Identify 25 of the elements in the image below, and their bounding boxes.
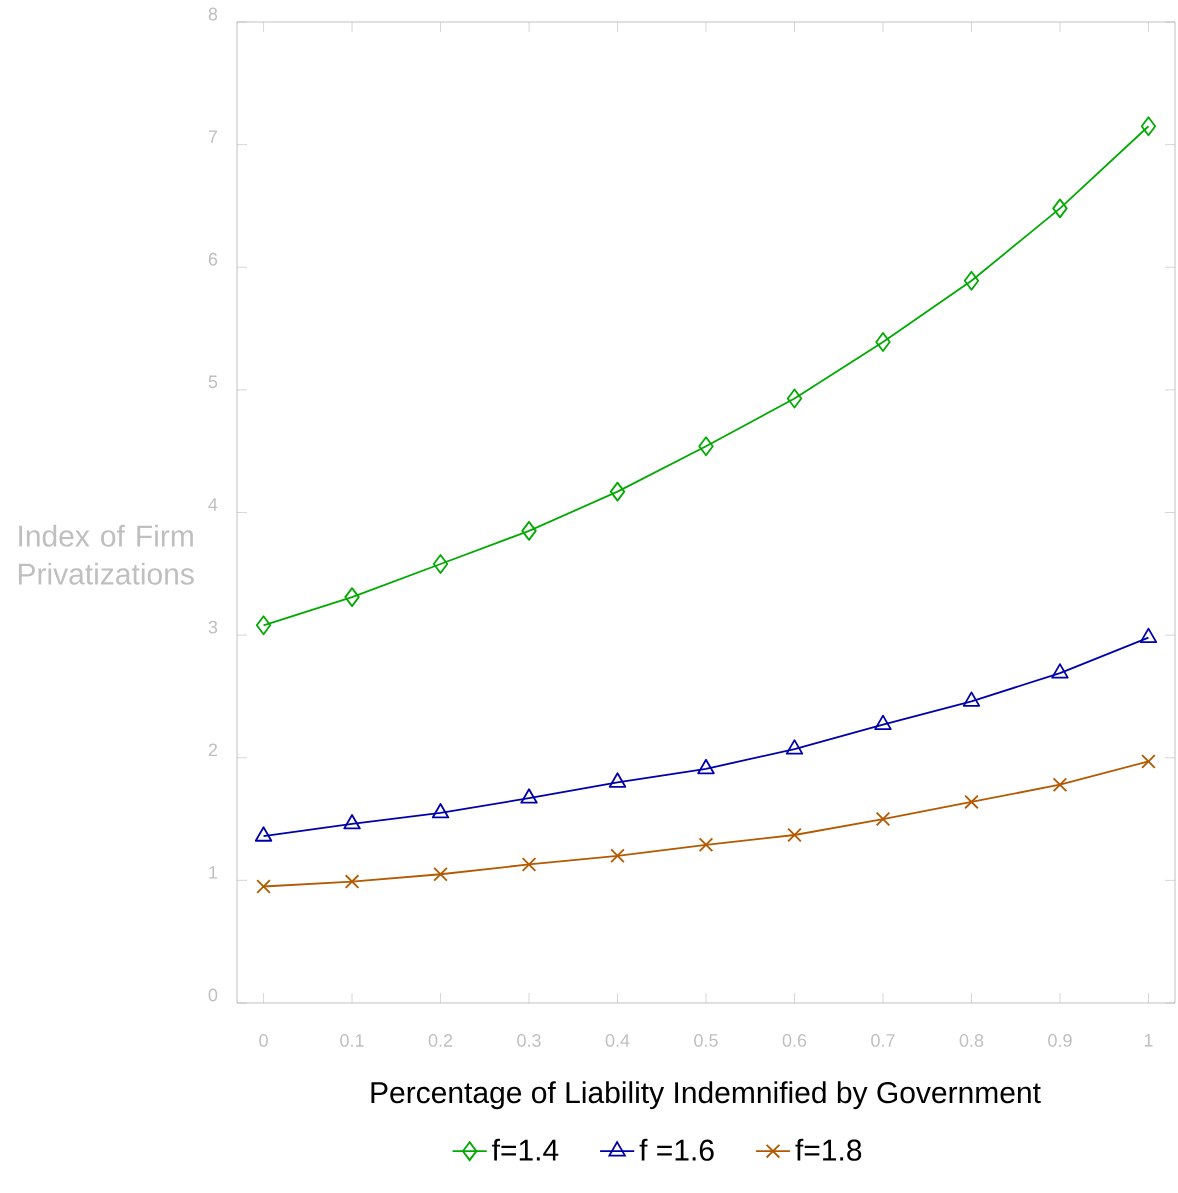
y-tick-label: 4	[208, 498, 218, 511]
y-tick-label: 7	[208, 130, 218, 143]
y-tick-label: 8	[208, 7, 218, 21]
y-axis-title: Index of Firm Privatizations	[18, 524, 194, 585]
x-tick-label: 1	[1144, 1034, 1153, 1047]
y-tick-label: 5	[208, 375, 218, 389]
x-tick-label: 0.7	[871, 1034, 895, 1047]
y-tick-label: 1	[209, 866, 218, 879]
y-tick-label: 0	[208, 988, 218, 1002]
x-tick-label: 0	[259, 1034, 268, 1047]
legend-label: f =1.6	[639, 1138, 714, 1161]
x-axis-title: Percentage of Liability Indemnified by Government	[371, 1081, 1041, 1110]
x-tick-label: 0.4	[605, 1034, 630, 1047]
x-tick-label: 0.3	[517, 1034, 541, 1047]
x-tick-label: 0.2	[428, 1034, 453, 1047]
legend-label: f=1.8	[795, 1138, 862, 1161]
x-tick-label: 0.5	[694, 1034, 718, 1047]
x-tick-label: 0.8	[959, 1034, 984, 1047]
x-tick-label: 0.9	[1048, 1034, 1072, 1047]
y-tick-label: 2	[208, 743, 218, 757]
x-tick-label: 0.6	[782, 1034, 807, 1047]
y-tick-label: 6	[208, 252, 218, 266]
legend-label: f=1.4	[492, 1138, 559, 1161]
y-tick-label: 3	[208, 620, 218, 634]
x-tick-label: 0.1	[340, 1034, 364, 1047]
